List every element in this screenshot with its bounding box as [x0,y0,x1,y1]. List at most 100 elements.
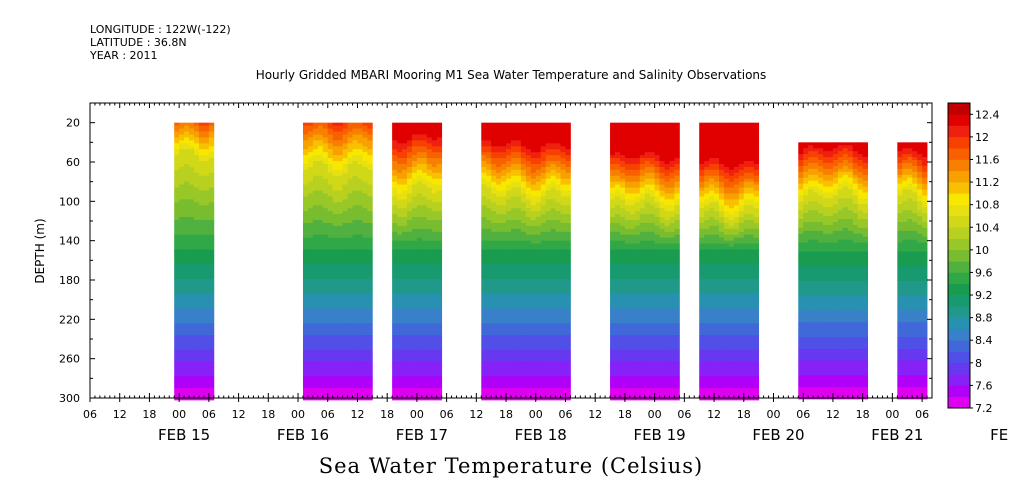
contour-cell [436,172,443,177]
contour-cell [530,388,537,392]
contour-cell [540,134,547,138]
contour-cell [411,284,418,289]
contour-cell [540,352,547,357]
contour-cell [362,367,368,371]
contour-cell [491,190,497,194]
contour-cell [392,349,398,354]
contour-cell [615,181,621,186]
year-label: YEAR : 2011 [90,49,158,62]
contour-cell [337,237,343,242]
contour-cell [337,246,343,250]
contour-cell [402,302,408,306]
contour-cell [501,332,507,336]
contour-cell [397,379,403,383]
contour-cell [506,276,512,280]
contour-cell [416,187,423,191]
contour-cell [515,134,522,138]
contour-cell [392,320,398,324]
contour-cell [545,296,552,301]
contour-cell [367,137,373,141]
contour-cell [416,158,423,162]
contour-cell [520,228,527,233]
contour-cell [545,305,552,309]
contour-cell [421,258,428,262]
contour-cell [367,284,373,289]
contour-cell [624,146,631,150]
contour-cell [515,352,522,357]
contour-cell [426,237,433,242]
contour-cell [540,222,547,227]
contour-cell [174,343,180,348]
contour-cell [194,296,200,301]
contour-cell [555,128,561,132]
contour-cell [436,175,443,180]
contour-cell [174,137,180,141]
contour-cell [337,391,343,395]
contour-cell [520,284,527,289]
contour-cell [194,214,200,218]
contour-cell [362,158,368,162]
contour-cell [619,273,626,277]
contour-cell [367,225,373,230]
contour-cell [421,255,428,259]
contour-cell [174,320,180,324]
contour-cell [352,343,358,348]
contour-cell [515,338,522,342]
contour-cell [307,364,314,368]
contour-cell [208,358,215,363]
contour-cell [515,175,522,180]
contour-cell [486,255,492,259]
contour-cell [436,258,443,262]
contour-cell [619,202,626,206]
contour-cell [535,270,542,274]
contour-cell [436,146,443,150]
contour-cell [431,308,438,312]
contour-cell [352,181,358,186]
contour-cell [491,243,497,247]
contour-cell [203,243,210,247]
contour-cell [615,338,621,342]
contour-cell [312,234,319,239]
contour-cell [347,332,353,336]
contour-cell [317,175,324,180]
contour-cell [367,249,373,253]
contour-cell [352,281,358,286]
contour-cell [540,217,547,221]
contour-cell [481,140,487,144]
contour-cell [397,382,403,386]
contour-cell [198,373,205,377]
contour-cell [174,287,180,292]
contour-cell [496,196,502,200]
contour-cell [312,373,319,377]
contour-cell [352,391,358,395]
contour-cell [525,140,532,144]
contour-cell [174,214,180,218]
contour-cell [610,293,616,298]
contour-cell [312,323,319,327]
contour-cell [481,270,487,274]
contour-cell [406,367,413,371]
contour-cell [535,373,542,377]
contour-cell [184,343,190,348]
contour-cell [520,155,527,159]
contour-cell [208,287,215,292]
contour-cell [421,243,428,247]
contour-cell [392,343,398,348]
contour-cell [491,211,497,215]
contour-cell [525,388,532,392]
contour-cell [198,196,205,200]
contour-cell [520,163,527,168]
contour-cell [184,199,190,203]
contour-cell [302,367,309,371]
contour-cell [357,352,363,357]
contour-cell [397,152,403,156]
contour-cell [337,158,343,162]
contour-cell [208,205,215,209]
contour-cell [332,332,339,336]
contour-cell [555,208,561,212]
contour-cell [198,264,205,268]
contour-cell [347,196,353,200]
contour-cell [347,169,353,174]
contour-cell [317,302,324,306]
contour-cell [347,284,353,289]
